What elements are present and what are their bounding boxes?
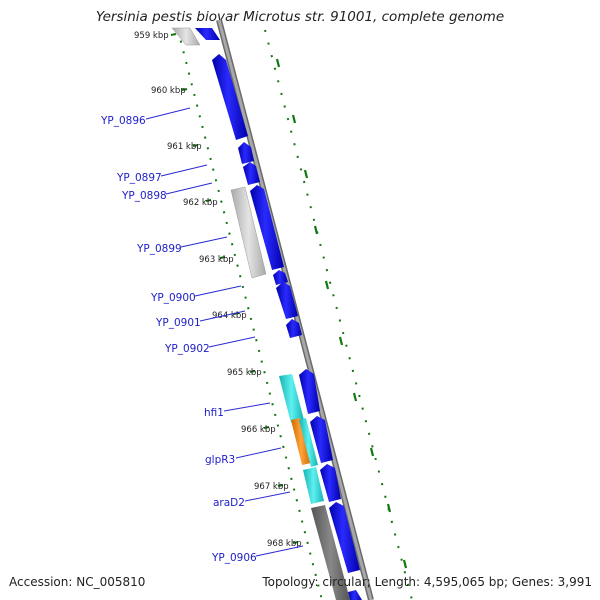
kbp-tick-marks bbox=[170, 33, 299, 544]
kbp-label-959: 959 kbp bbox=[134, 31, 169, 41]
gene-label-yp0900[interactable]: YP_0900 bbox=[150, 292, 196, 304]
gene-leader-lines bbox=[145, 107, 304, 557]
topology-summary: Topology: circular; Length: 4,595,065 bp… bbox=[262, 575, 592, 589]
kbp-label-963: 963 kbp bbox=[199, 255, 234, 265]
kbp-label-962: 962 kbp bbox=[183, 198, 218, 208]
gene-arrow-arad2 bbox=[320, 464, 341, 502]
accession-label: Accession: NC_005810 bbox=[9, 575, 146, 589]
gene-label-yp0902[interactable]: YP_0902 bbox=[164, 343, 210, 355]
gene-label-yp0897[interactable]: YP_0897 bbox=[116, 172, 162, 184]
gene-labels: YP_0896 YP_0897 YP_0898 YP_0899 YP_0900 … bbox=[100, 115, 257, 564]
feature-gray-top bbox=[171, 27, 201, 46]
feature-gray-yp0899 bbox=[230, 186, 267, 279]
gene-arrow-yp0896 bbox=[212, 54, 248, 140]
gene-arrow-yp0901 bbox=[276, 282, 298, 319]
feature-cyan-hfi1 bbox=[279, 374, 304, 423]
gene-arrow-yp0899 bbox=[250, 185, 284, 270]
feature-blue-top bbox=[195, 28, 220, 40]
kbp-label-960: 960 kbp bbox=[151, 86, 186, 96]
gene-arrow-hfi1 bbox=[299, 369, 320, 414]
kbp-label-964: 964 kbp bbox=[212, 311, 247, 321]
kbp-label-967: 967 kbp bbox=[254, 482, 289, 492]
gene-arrow-yp0902 bbox=[286, 319, 302, 338]
feature-cyan-glpr3 bbox=[299, 418, 318, 467]
feature-cyan-arad2 bbox=[303, 467, 324, 504]
kbp-label-968: 968 kbp bbox=[267, 539, 302, 549]
gene-arrow-yp0898 bbox=[243, 162, 260, 185]
gene-label-arad2[interactable]: araD2 bbox=[213, 497, 245, 509]
gene-label-yp0898[interactable]: YP_0898 bbox=[121, 190, 167, 202]
gene-label-glpr3[interactable]: glpR3 bbox=[205, 454, 235, 466]
gene-features bbox=[171, 27, 362, 600]
feature-orange-glpr3 bbox=[291, 418, 311, 465]
kbp-label-965: 965 kbp bbox=[227, 368, 262, 378]
kbp-label-966: 966 kbp bbox=[241, 425, 276, 435]
kbp-scale-labels: 959 kbp 960 kbp 961 kbp 962 kbp 963 kbp … bbox=[134, 31, 302, 549]
feature-blue-bottom bbox=[348, 590, 362, 600]
gene-label-yp0899[interactable]: YP_0899 bbox=[136, 243, 182, 255]
gene-arrow-yp0900 bbox=[273, 270, 288, 285]
gene-label-hfi1[interactable]: hfi1 bbox=[204, 407, 224, 419]
outer-tick-track bbox=[264, 29, 413, 600]
inner-tick-track bbox=[177, 29, 323, 600]
gene-label-yp0896[interactable]: YP_0896 bbox=[100, 115, 146, 127]
kbp-label-961: 961 kbp bbox=[167, 142, 202, 152]
gene-arrow-yp0906 bbox=[329, 502, 360, 573]
gene-arrow-yp0897 bbox=[238, 142, 254, 164]
gene-label-yp0901[interactable]: YP_0901 bbox=[155, 317, 201, 329]
feature-dark-yp0906 bbox=[311, 505, 350, 600]
genome-title: Yersinia pestis biovar Microtus str. 910… bbox=[95, 9, 505, 25]
gene-arrow-glpr3 bbox=[310, 416, 333, 463]
gene-label-yp0906[interactable]: YP_0906 bbox=[211, 552, 257, 564]
